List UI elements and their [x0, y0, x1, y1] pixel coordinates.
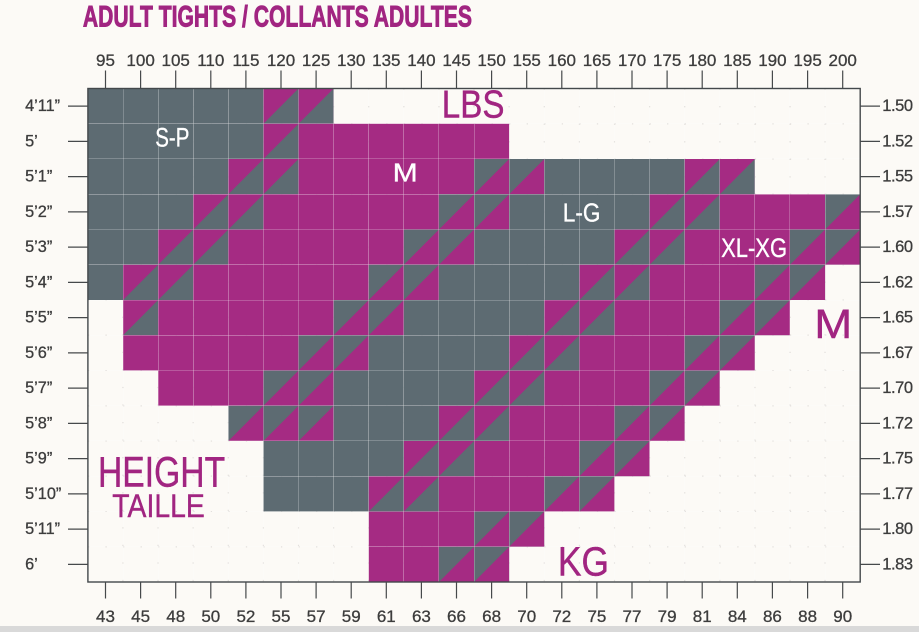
svg-text:5’9”: 5’9”	[25, 450, 52, 468]
svg-text:1.70: 1.70	[882, 379, 913, 397]
svg-text:5’4”: 5’4”	[25, 273, 52, 291]
svg-text:77: 77	[623, 607, 642, 626]
svg-text:5’11”: 5’11”	[25, 520, 60, 538]
svg-text:4’11”: 4’11”	[25, 97, 60, 115]
svg-text:5’: 5’	[25, 132, 38, 150]
svg-text:57: 57	[307, 607, 326, 626]
svg-text:LBS: LBS	[442, 82, 505, 126]
svg-text:180: 180	[688, 51, 716, 70]
svg-text:43: 43	[96, 607, 115, 626]
svg-text:5’8”: 5’8”	[25, 414, 52, 432]
svg-text:95: 95	[96, 51, 115, 70]
svg-text:55: 55	[272, 607, 291, 626]
svg-text:1.50: 1.50	[882, 97, 913, 115]
svg-text:68: 68	[482, 607, 501, 626]
svg-text:105: 105	[162, 51, 190, 70]
svg-text:200: 200	[829, 51, 857, 70]
svg-text:1.77: 1.77	[882, 485, 913, 503]
svg-text:66: 66	[447, 607, 466, 626]
svg-text:1.57: 1.57	[882, 203, 913, 221]
svg-text:140: 140	[407, 51, 435, 70]
svg-text:81: 81	[693, 607, 712, 626]
svg-text:170: 170	[618, 51, 646, 70]
svg-text:TAILLE: TAILLE	[112, 488, 204, 524]
svg-text:6’: 6’	[25, 555, 38, 573]
svg-text:M: M	[814, 302, 852, 347]
svg-text:1.60: 1.60	[882, 238, 913, 256]
svg-text:50: 50	[201, 607, 220, 626]
svg-text:48: 48	[166, 607, 185, 626]
svg-text:M: M	[393, 157, 418, 187]
svg-text:63: 63	[412, 607, 431, 626]
svg-text:KG: KG	[558, 540, 609, 585]
svg-text:90: 90	[833, 607, 852, 626]
svg-text:75: 75	[587, 607, 606, 626]
svg-text:145: 145	[442, 51, 470, 70]
svg-text:100: 100	[126, 51, 154, 70]
svg-text:5’3”: 5’3”	[25, 238, 52, 256]
svg-text:S-P: S-P	[155, 123, 189, 153]
svg-text:59: 59	[342, 607, 361, 626]
svg-text:185: 185	[723, 51, 751, 70]
svg-text:70: 70	[517, 607, 536, 626]
svg-text:195: 195	[793, 51, 821, 70]
svg-text:72: 72	[552, 607, 571, 626]
svg-text:165: 165	[583, 51, 611, 70]
svg-text:5’10”: 5’10”	[25, 485, 61, 503]
svg-text:190: 190	[758, 51, 786, 70]
svg-text:52: 52	[236, 607, 255, 626]
svg-text:125: 125	[302, 51, 330, 70]
svg-text:1.52: 1.52	[882, 132, 913, 150]
svg-text:1.80: 1.80	[882, 520, 913, 538]
svg-text:86: 86	[763, 607, 782, 626]
svg-text:1.62: 1.62	[882, 273, 913, 291]
svg-text:5’1”: 5’1”	[25, 168, 52, 186]
svg-text:84: 84	[728, 607, 747, 626]
svg-text:HEIGHT: HEIGHT	[98, 449, 225, 497]
svg-text:5’6”: 5’6”	[25, 344, 52, 362]
svg-text:115: 115	[232, 51, 259, 70]
svg-text:XL-XG: XL-XG	[721, 234, 787, 263]
svg-text:155: 155	[513, 51, 541, 70]
svg-text:61: 61	[377, 607, 396, 626]
svg-text:5’5”: 5’5”	[25, 309, 52, 327]
svg-text:110: 110	[197, 51, 224, 70]
svg-text:130: 130	[337, 51, 365, 70]
svg-text:1.65: 1.65	[882, 309, 913, 327]
svg-text:1.75: 1.75	[882, 450, 913, 468]
svg-text:135: 135	[372, 51, 400, 70]
svg-text:1.72: 1.72	[882, 414, 913, 432]
svg-text:1.83: 1.83	[882, 555, 913, 573]
svg-text:L-G: L-G	[563, 199, 601, 228]
svg-text:120: 120	[267, 51, 295, 70]
svg-text:5’2”: 5’2”	[25, 203, 52, 221]
svg-text:79: 79	[658, 607, 677, 626]
svg-text:88: 88	[798, 607, 817, 626]
svg-text:175: 175	[653, 51, 681, 70]
svg-text:150: 150	[477, 51, 505, 70]
svg-text:45: 45	[131, 607, 150, 626]
svg-text:1.67: 1.67	[882, 344, 913, 362]
svg-text:1.55: 1.55	[882, 168, 913, 186]
svg-text:ADULT TIGHTS / COLLANTS ADULTE: ADULT TIGHTS / COLLANTS ADULTES	[83, 1, 472, 33]
svg-text:160: 160	[548, 51, 576, 70]
svg-text:5’7”: 5’7”	[25, 379, 52, 397]
